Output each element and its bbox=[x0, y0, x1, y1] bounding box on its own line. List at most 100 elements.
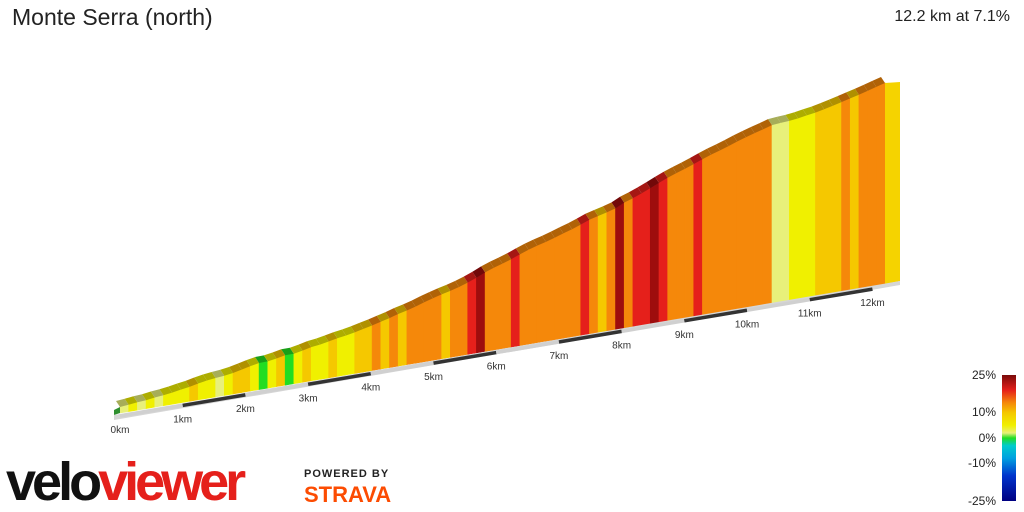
gradient-segment bbox=[467, 277, 477, 355]
segment-top-face bbox=[767, 116, 781, 126]
segment-top-face bbox=[246, 357, 260, 367]
gradient-segment bbox=[302, 346, 312, 383]
segment-top-face bbox=[211, 369, 225, 379]
segment-top-face bbox=[394, 304, 407, 315]
legend-tick-label: -10% bbox=[968, 456, 996, 470]
gradient-segment bbox=[224, 372, 234, 396]
gradient-segment bbox=[571, 224, 582, 338]
segment-top-face bbox=[750, 123, 764, 134]
segment-top-face bbox=[455, 276, 468, 287]
segment-top-face bbox=[846, 88, 859, 99]
logo-velo: velo bbox=[6, 452, 100, 512]
segment-top-face bbox=[142, 391, 155, 401]
gradient-segment bbox=[458, 282, 469, 357]
segment-top-face bbox=[611, 196, 625, 209]
gradient-segment bbox=[789, 118, 799, 301]
segment-top-face bbox=[863, 80, 877, 91]
gradient-segment bbox=[258, 360, 269, 390]
km-bar bbox=[621, 319, 685, 334]
gradient-segment bbox=[345, 332, 356, 376]
gradient-segment bbox=[206, 377, 216, 399]
km-tick-label: 12km bbox=[860, 298, 884, 309]
segment-top-face bbox=[463, 271, 477, 283]
km-bar bbox=[433, 350, 497, 365]
segment-top-face bbox=[411, 296, 425, 307]
gradient-segment bbox=[606, 207, 616, 332]
profile-start-face bbox=[114, 407, 120, 415]
km-bar bbox=[809, 287, 873, 302]
gradient-segment bbox=[380, 317, 390, 370]
gradient-segment bbox=[493, 263, 503, 351]
segment-top-face bbox=[229, 363, 242, 373]
segment-top-face bbox=[289, 344, 303, 354]
gradient-segment bbox=[545, 237, 555, 342]
chart-title: Monte Serra (north) bbox=[12, 4, 213, 30]
segment-top-face bbox=[368, 315, 381, 326]
segment-top-face bbox=[724, 135, 738, 147]
gradient-segment bbox=[710, 150, 721, 314]
segment-top-face bbox=[628, 187, 642, 199]
segment-top-face bbox=[255, 355, 268, 364]
segment-top-face bbox=[802, 106, 816, 116]
segment-top-face bbox=[133, 394, 147, 403]
km-bar bbox=[307, 371, 372, 387]
gradient-segment bbox=[554, 232, 564, 341]
segment-top-face bbox=[776, 114, 790, 123]
segment-top-face bbox=[307, 338, 320, 348]
gradient-segment bbox=[267, 358, 277, 389]
gradient-segment bbox=[736, 136, 747, 310]
climb-summary: 12.2 km at 7.1% bbox=[894, 8, 1010, 25]
km-bar bbox=[370, 361, 434, 376]
gradient-segment bbox=[580, 219, 590, 336]
gradient-segment bbox=[197, 380, 208, 401]
segment-top-face bbox=[116, 398, 129, 407]
logo-viewer: viewer bbox=[98, 452, 246, 512]
gradient-segment bbox=[250, 362, 260, 392]
segment-top-face bbox=[333, 329, 347, 339]
gradient-segment bbox=[849, 94, 860, 291]
segment-top-face bbox=[437, 284, 451, 295]
segment-top-face bbox=[585, 209, 599, 220]
segment-top-face bbox=[489, 257, 503, 268]
segment-top-face bbox=[672, 162, 686, 174]
km-tick-label: 0km bbox=[111, 425, 130, 436]
segment-top-face bbox=[576, 213, 590, 225]
segment-top-face bbox=[854, 84, 868, 95]
distance-axis-base bbox=[114, 281, 900, 420]
gradient-segment bbox=[771, 122, 781, 304]
segment-top-face bbox=[681, 158, 694, 169]
gradient-segments bbox=[119, 82, 886, 414]
gradient-segment bbox=[484, 267, 495, 352]
gradient-segment bbox=[450, 286, 460, 358]
gradient-segment bbox=[536, 241, 547, 343]
km-tick-label: 5km bbox=[424, 372, 443, 383]
gradient-segment bbox=[337, 335, 347, 377]
km-bar bbox=[182, 393, 246, 408]
segment-top-face bbox=[559, 223, 573, 234]
segment-top-face bbox=[220, 366, 234, 376]
segment-top-face bbox=[168, 383, 181, 393]
segment-top-face bbox=[342, 326, 355, 336]
segment-top-face bbox=[533, 235, 546, 246]
segment-top-face bbox=[794, 109, 807, 119]
segment-top-face bbox=[524, 239, 538, 250]
gradient-segment bbox=[858, 90, 868, 289]
km-tick-label: 3km bbox=[299, 393, 318, 404]
gradient-segment bbox=[684, 163, 695, 319]
segment-top-face bbox=[741, 127, 755, 138]
gradient-segment bbox=[276, 354, 286, 387]
segment-top-face bbox=[298, 341, 312, 351]
km-tick-label: 4km bbox=[361, 383, 380, 394]
km-bar bbox=[558, 329, 622, 344]
legend-tick-label: 25% bbox=[972, 368, 996, 382]
gradient-segment bbox=[702, 154, 712, 316]
legend-tick-label: 10% bbox=[972, 405, 996, 419]
gradient-segment bbox=[815, 108, 825, 297]
gradient-segment bbox=[328, 337, 338, 379]
gradient-segment bbox=[876, 82, 886, 286]
segment-top-face bbox=[602, 202, 616, 213]
gradient-segment bbox=[354, 328, 364, 374]
brand-footer: veloviewer POWERED BY STRAVA bbox=[6, 452, 391, 512]
km-tick-label: 9km bbox=[675, 330, 694, 341]
segment-top-face bbox=[472, 266, 486, 278]
